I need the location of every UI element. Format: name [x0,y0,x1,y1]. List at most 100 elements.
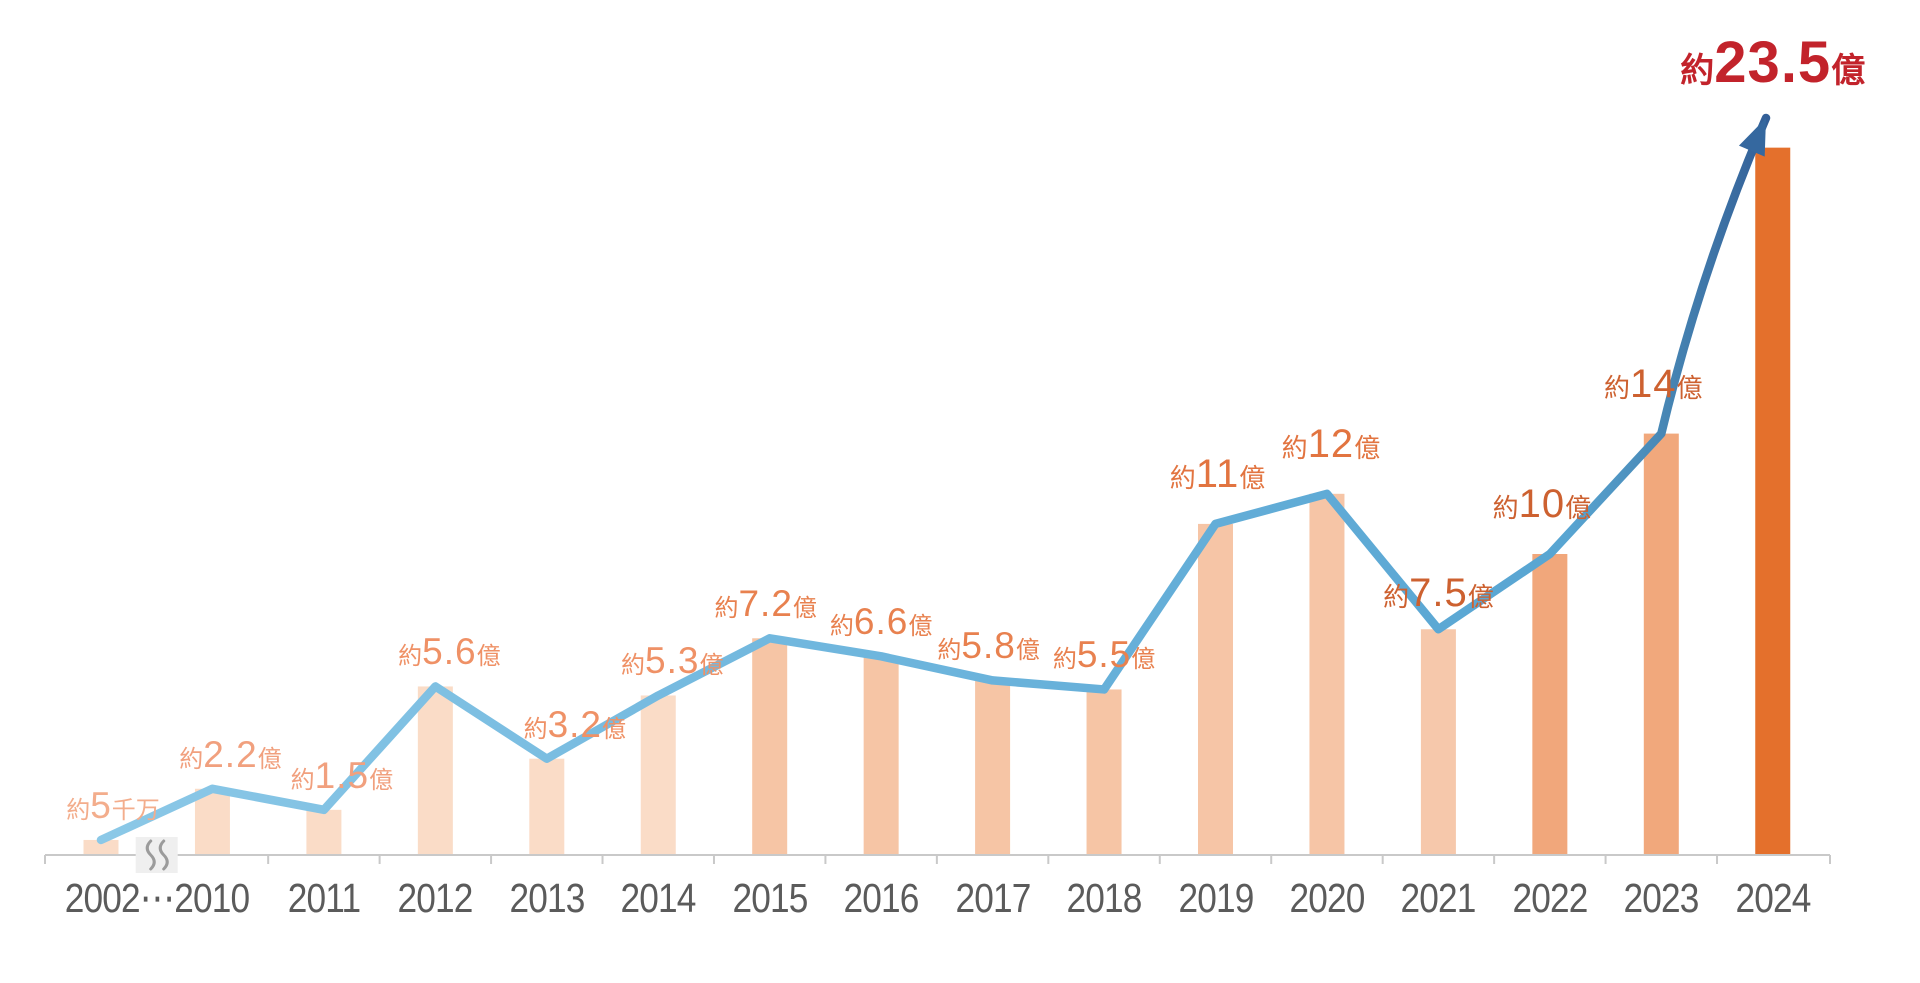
value-label-suf: 億 [1131,646,1156,674]
value-label-2021: 約 7.5 億 [1383,573,1494,613]
value-label-pre: 約 [66,796,91,824]
value-label-pre: 約 [1169,462,1196,493]
value-label-suf: 億 [699,652,724,680]
value-label-2018: 約 5.5 億 [1053,636,1155,673]
x-axis-label-2014: 2014 [620,875,697,921]
value-label-2011: 約 1.5 億 [291,757,393,794]
axis-break-wave-icon [145,839,156,871]
bar-2019 [1198,523,1233,855]
value-label-2017: 約 5.8 億 [937,627,1039,664]
value-label-suf: 億 [257,745,282,773]
value-label-num: 2.2 [203,733,258,775]
trend-arrowhead-icon [1738,118,1766,157]
value-label-2016: 約 6.6 億 [830,603,932,640]
value-label-pre: 約 [714,595,739,623]
value-label-suf: 億 [476,643,501,671]
bar-2012 [417,686,453,855]
bar-2014 [640,695,676,855]
value-label-num: 14 [1630,361,1677,406]
bar-2015 [752,638,788,855]
bar-2011 [306,809,342,855]
bar-2021 [1420,629,1456,855]
value-label-num: 5.6 [422,631,477,673]
trend-line [96,113,1771,845]
value-label-suf: 億 [1467,582,1494,613]
value-label-pre: 約 [937,637,962,665]
value-label-suf: 億 [908,613,933,641]
bar-2018 [1086,689,1122,855]
bar-2017 [975,680,1011,855]
bar-2010 [194,788,230,855]
value-label-suf: 億 [1239,462,1266,493]
value-label-num: 23.5 [1714,29,1832,95]
value-label-2002: 約 5 千万 [66,787,160,824]
value-label-suf: 億 [1676,372,1703,403]
value-label-pre: 約 [1052,646,1077,674]
value-label-num: 12 [1307,421,1355,466]
bar-2024 [1755,147,1791,855]
value-label-pre: 約 [1604,372,1631,403]
x-axis-label-2015: 2015 [732,875,808,921]
value-label-suf: 億 [1565,493,1592,523]
value-label-pre: 約 [1492,493,1519,523]
value-label-pre: 約 [179,745,204,773]
x-axis-group [44,854,1831,864]
value-label-2010: 約 2.2 億 [179,736,281,773]
bar-2013 [529,758,565,855]
value-label-suf: 億 [1831,51,1866,90]
x-axis-label-2002-2010: 2002⋯2010 [64,875,250,921]
bar-2022 [1532,554,1568,855]
axis-break-wave-icon [158,839,169,871]
value-label-suf: 億 [369,766,394,794]
value-label-pre: 約 [1680,51,1715,90]
value-label-suf: 億 [1015,637,1040,665]
value-label-num: 5.8 [961,625,1016,667]
bar-2023 [1643,433,1679,855]
value-label-2019: 約 11 億 [1170,454,1266,494]
value-label-num: 7.2 [738,583,793,625]
value-label-num: 5.3 [645,640,700,682]
x-axis-label-2018: 2018 [1066,875,1143,921]
value-label-pre: 約 [290,766,315,794]
value-label-2020: 約 12 億 [1282,424,1381,464]
x-axis-label-2016: 2016 [843,875,920,921]
value-label-num: 7.5 [1409,571,1468,616]
value-label-2024: 約 23.5 億 [1680,29,1866,95]
bar-2020 [1309,493,1345,855]
axis-break-box [135,837,178,873]
bar-2002 [83,839,119,855]
bars-group [83,147,1791,855]
x-axis-label-2023: 2023 [1623,875,1700,921]
axis-break-icon [135,837,178,873]
x-axis-label-2019: 2019 [1177,875,1254,921]
value-label-2014: 約 5.3 億 [621,642,723,679]
x-axis-label-2022: 2022 [1512,875,1588,921]
x-axis-label-2013: 2013 [509,875,585,921]
trend-line-group [96,113,1771,845]
x-axis-label-2017: 2017 [955,875,1031,921]
value-label-pre: 約 [829,613,854,641]
x-axis-label-2024: 2024 [1735,875,1811,921]
x-axis-label-2020: 2020 [1289,875,1365,921]
value-label-pre: 約 [1383,582,1410,613]
value-label-suf: 億 [1354,432,1381,463]
value-label-num: 11 [1195,451,1240,496]
x-axis-label-2021: 2021 [1400,875,1477,921]
value-label-2022: 約 10 億 [1493,484,1592,524]
value-label-suf: 千万 [111,796,160,824]
value-label-pre: 約 [523,715,548,743]
value-label-num: 5 [90,784,112,826]
value-label-num: 3.2 [547,703,603,745]
value-label-num: 6.6 [853,601,909,643]
value-label-2013: 約 3.2 億 [524,706,626,743]
value-label-num: 1.5 [314,754,370,796]
value-label-2012: 約 5.6 億 [398,633,500,670]
x-axis-label-2011: 2011 [287,875,361,921]
value-label-suf: 億 [602,715,627,743]
value-label-pre: 約 [621,652,646,680]
value-label-pre: 約 [1281,432,1308,463]
value-label-2015: 約 7.2 億 [714,585,816,622]
x-axis-label-2012: 2012 [397,875,474,921]
